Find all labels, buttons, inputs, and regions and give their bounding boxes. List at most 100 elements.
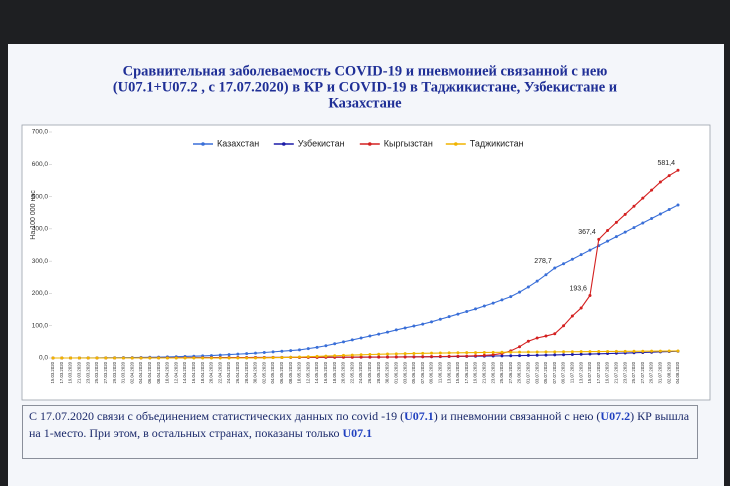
x-tick-label: 13.06.2020 (446, 361, 451, 383)
data-point (430, 355, 434, 359)
data-point (579, 253, 583, 257)
data-point (386, 352, 390, 356)
data-point (394, 352, 398, 356)
data-point (588, 248, 592, 252)
data-point (544, 273, 548, 277)
data-point (526, 285, 530, 289)
data-point (597, 237, 601, 241)
data-point (438, 317, 442, 321)
x-tick-label: 29.06.2020 (517, 361, 522, 383)
data-point (297, 355, 301, 359)
x-tick-label: 23.07.2020 (622, 361, 627, 383)
data-point (623, 349, 627, 353)
x-tick-label: 13.07.2020 (578, 361, 583, 383)
data-point (297, 348, 301, 352)
data-point (500, 354, 504, 358)
data-point (253, 351, 257, 355)
x-tick-label: 15.06.2020 (455, 361, 460, 383)
data-point (368, 353, 372, 357)
legend-label: Таджикистан (470, 138, 524, 148)
x-tick-label: 30.05.2020 (385, 361, 390, 383)
data-point (535, 350, 539, 354)
data-point (377, 332, 381, 336)
data-point (289, 349, 293, 353)
legend-label: Узбекистан (298, 138, 345, 148)
data-point (421, 322, 425, 326)
x-tick-label: 15.07.2020 (587, 361, 592, 383)
x-tick-label: 05.07.2020 (543, 361, 548, 383)
data-point (650, 188, 654, 192)
data-point (518, 345, 522, 349)
data-point (623, 212, 627, 216)
data-point (333, 354, 337, 358)
data-point (491, 301, 495, 305)
data-label: 367,4 (578, 229, 596, 236)
data-point (641, 349, 645, 353)
data-point (597, 350, 601, 354)
y-tick-label: 200,0 (32, 290, 49, 297)
x-tick-label: 16.05.2020 (323, 361, 328, 383)
data-point (482, 304, 486, 308)
plot-frame (21, 124, 711, 401)
data-point (491, 353, 495, 357)
x-tick-label: 28.05.2020 (376, 361, 381, 383)
data-point (271, 350, 275, 354)
data-point (509, 350, 513, 354)
data-point (526, 353, 530, 357)
data-point (544, 350, 548, 354)
data-point (632, 349, 636, 353)
data-point (271, 356, 275, 360)
data-point (209, 354, 213, 358)
data-point (482, 353, 486, 357)
x-tick-label: 27.07.2020 (640, 361, 645, 383)
x-tick-label: 02.08.2020 (666, 361, 671, 383)
data-label: 581,4 (657, 160, 675, 167)
data-point (553, 353, 557, 357)
data-point (262, 356, 266, 360)
data-point (130, 356, 134, 360)
footnote-text: ) и пневмонии связанной с нею ( (433, 409, 601, 423)
data-point (632, 226, 636, 230)
data-point (588, 352, 592, 356)
data-point (377, 352, 381, 356)
data-point (447, 351, 451, 355)
data-point (447, 315, 451, 319)
chart-title: Сравнительная заболеваемость COVID-19 и … (123, 63, 608, 79)
data-point (526, 339, 530, 343)
data-point (262, 351, 266, 355)
data-point (438, 351, 442, 355)
data-point (245, 356, 249, 360)
x-tick-label: 22.04.2020 (217, 361, 222, 383)
data-point (614, 235, 618, 239)
data-point (51, 356, 55, 360)
data-point (667, 349, 671, 353)
data-point (518, 290, 522, 294)
x-tick-label: 25.03.2020 (94, 361, 99, 383)
data-point (570, 350, 574, 354)
x-tick-label: 04.04.2020 (138, 361, 143, 383)
data-point (359, 355, 363, 359)
data-point (535, 353, 539, 357)
data-label: 193,6 (569, 285, 587, 292)
data-point (474, 354, 478, 358)
data-point (183, 356, 187, 360)
data-point (421, 351, 425, 355)
footnote-text: С 17.07.2020 связи с объединением статис… (29, 409, 405, 423)
data-point (412, 351, 416, 355)
x-tick-label: 08.05.2020 (288, 361, 293, 383)
data-point (606, 239, 610, 243)
data-point (553, 332, 557, 336)
x-tick-label: 27.03.2020 (103, 361, 108, 383)
data-point (509, 354, 513, 358)
data-point (544, 334, 548, 338)
x-tick-label: 19.07.2020 (605, 361, 610, 383)
data-point (597, 352, 601, 356)
data-point (667, 174, 671, 178)
data-point (658, 212, 662, 216)
x-tick-label: 04.08.2020 (675, 361, 680, 383)
data-point (306, 355, 310, 359)
legend-marker (454, 142, 458, 146)
data-point (438, 355, 442, 359)
x-tick-label: 06.04.2020 (147, 361, 152, 383)
